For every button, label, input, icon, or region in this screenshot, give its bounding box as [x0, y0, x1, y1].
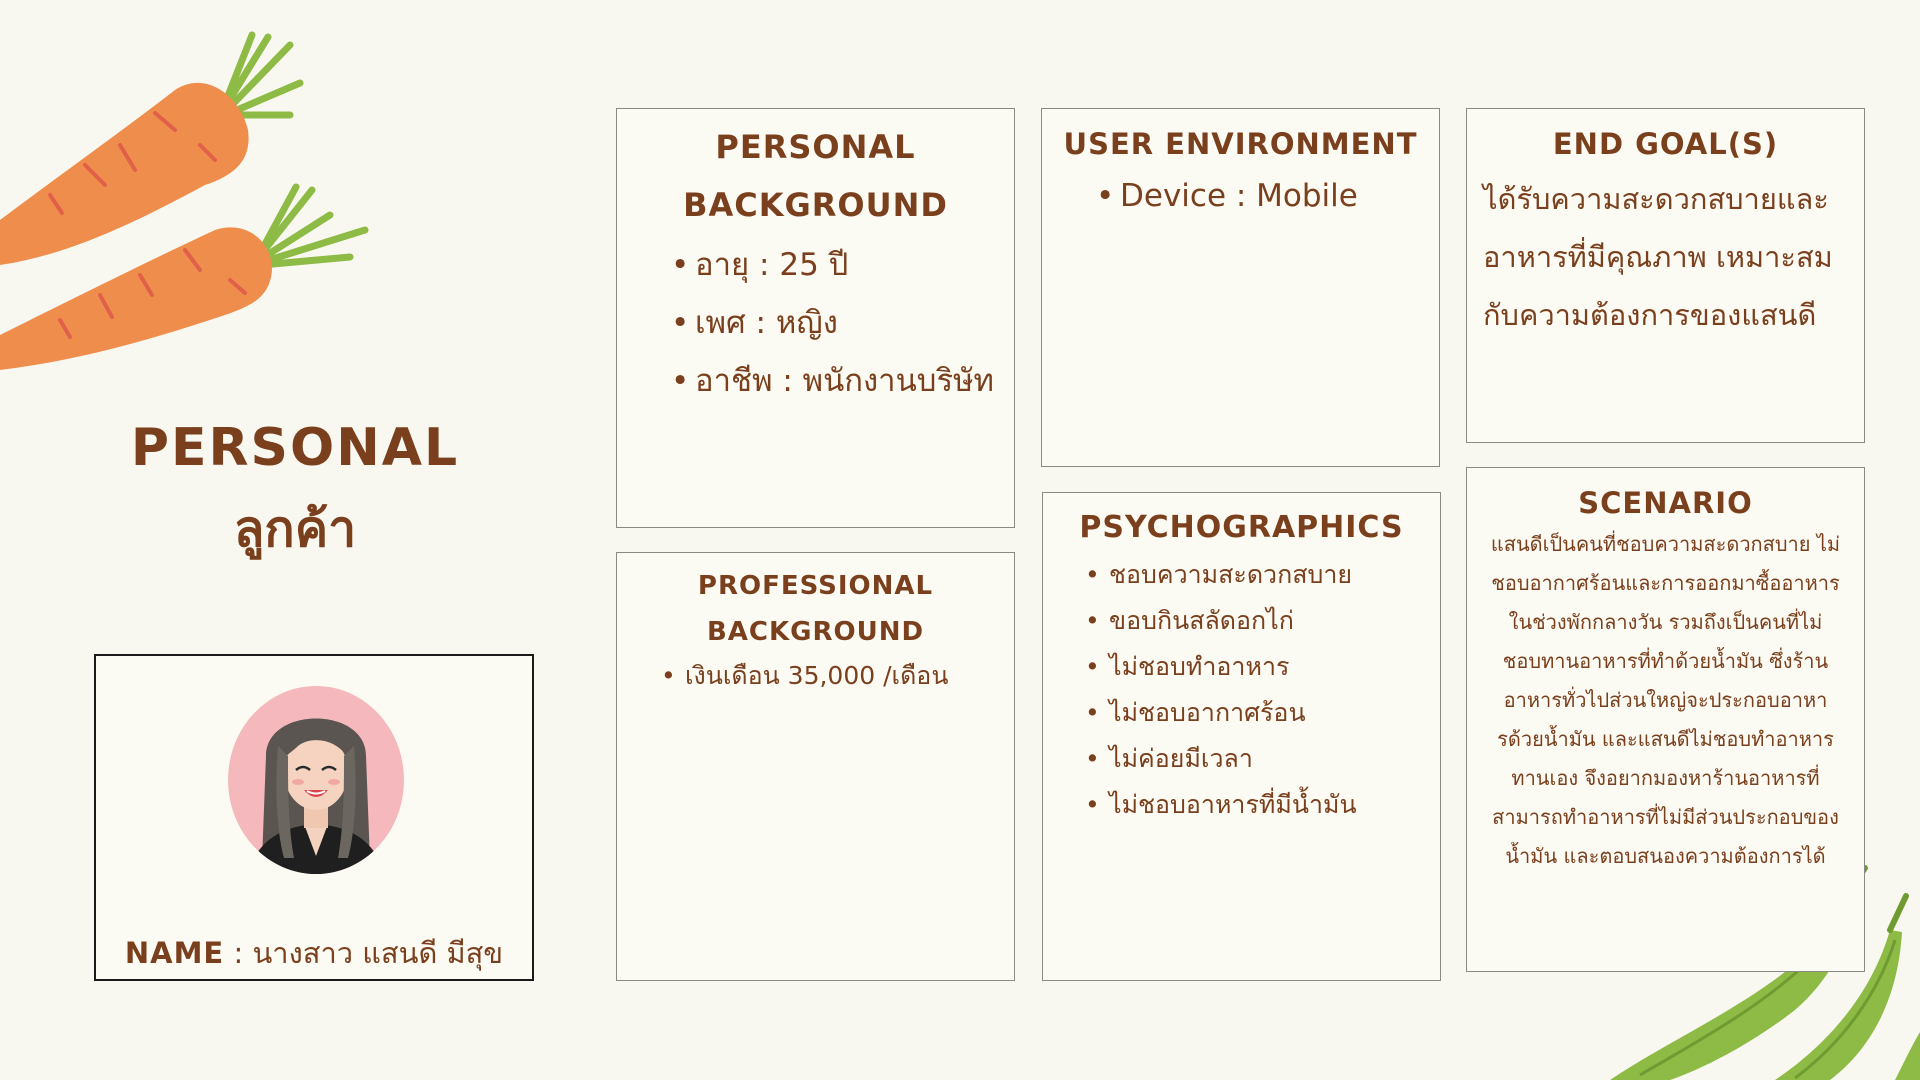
- text-line: น้ำมัน และตอบสนองความต้องการได้: [1505, 844, 1826, 868]
- heading-line: BACKGROUND: [706, 617, 925, 647]
- scenario-heading: SCENARIO: [1578, 486, 1753, 520]
- page-subtitle: ลูกค้า: [233, 500, 357, 558]
- text-line: อาหารทั่วไปส่วนใหญ่จะประกอบอาหา: [1503, 688, 1828, 712]
- list-item: ไม่ชอบอาหารที่มีน้ำมัน: [1085, 782, 1440, 828]
- text-line: อาหารที่มีคุณภาพ เหมาะสม: [1483, 240, 1833, 274]
- list-item: เงินเดือน 35,000 /เดือน: [661, 655, 1014, 697]
- professional-background-heading: PROFESSIONAL BACKGROUND: [617, 563, 1014, 655]
- profile-card: NAME : นางสาว แสนดี มีสุข: [94, 654, 534, 981]
- text-line: สามารถทำอาหารที่ไม่มีส่วนประกอบของ: [1492, 805, 1839, 829]
- heading-line: BACKGROUND: [683, 186, 948, 224]
- list-item: ไม่ชอบทำอาหาร: [1085, 644, 1440, 690]
- list-item: ขอบกินสลัดอกไก่: [1085, 598, 1440, 644]
- name-label: NAME: [124, 936, 225, 970]
- text-line: ชอบทานอาหารที่ทำด้วยน้ำมัน ซึ่งร้าน: [1502, 649, 1829, 673]
- text-line: ได้รับความสะดวกสบายและ: [1483, 182, 1829, 216]
- heading-line: PROFESSIONAL: [697, 571, 934, 601]
- psychographics-list: ชอบความสะดวกสบาย ขอบกินสลัดอกไก่ ไม่ชอบท…: [1085, 552, 1440, 828]
- list-item: อาชีพ : พนักงานบริษัท: [671, 352, 1014, 410]
- user-environment-list: Device : Mobile: [1096, 174, 1439, 218]
- user-environment-heading: USER ENVIRONMENT: [1063, 127, 1418, 161]
- scenario-box: SCENARIO แสนดีเป็นคนที่ชอบความสะดวกสบาย …: [1466, 467, 1865, 972]
- end-goals-box: END GOAL(S) ได้รับความสะดวกสบายและ อาหาร…: [1466, 108, 1865, 443]
- heading-line: PERSONAL: [715, 128, 916, 166]
- page-title: PERSONAL: [130, 418, 460, 478]
- psychographics-heading: PSYCHOGRAPHICS: [1079, 510, 1404, 545]
- end-goals-heading: END GOAL(S): [1552, 127, 1779, 161]
- name-separator: :: [224, 936, 253, 970]
- personal-background-heading: PERSONAL BACKGROUND: [617, 118, 1014, 234]
- text-line: ชอบอากาศร้อนและการออกมาซื้ออาหาร: [1491, 571, 1840, 595]
- carrot-illustration: [0, 31, 369, 370]
- personal-background-list: อายุ : 25 ปี เพศ : หญิง อาชีพ : พนักงานบ…: [671, 236, 1014, 410]
- text-line: ทานเอง จึงอยากมองหาร้านอาหารที่: [1511, 766, 1820, 790]
- scenario-text: แสนดีเป็นคนที่ชอบความสะดวกสบาย ไม่ ชอบอา…: [1477, 525, 1854, 876]
- list-item: Device : Mobile: [1096, 174, 1439, 218]
- name-value: นางสาว แสนดี มีสุข: [252, 936, 504, 970]
- list-item: ชอบความสะดวกสบาย: [1085, 552, 1440, 598]
- list-item: อายุ : 25 ปี: [671, 236, 1014, 294]
- list-item: ไม่ค่อยมีเวลา: [1085, 736, 1440, 782]
- woman-avatar: [228, 686, 404, 874]
- end-goals-text: ได้รับความสะดวกสบายและ อาหารที่มีคุณภาพ …: [1483, 170, 1848, 344]
- professional-background-list: เงินเดือน 35,000 /เดือน: [661, 655, 1014, 697]
- profile-name: NAME : นางสาว แสนดี มีสุข: [96, 933, 532, 973]
- text-line: กับความต้องการของแสนดี: [1483, 298, 1817, 332]
- user-environment-box: USER ENVIRONMENT Device : Mobile: [1041, 108, 1440, 467]
- text-line: ในช่วงพักกลางวัน รวมถึงเป็นคนที่ไม่: [1508, 610, 1823, 634]
- professional-background-box: PROFESSIONAL BACKGROUND เงินเดือน 35,000…: [616, 552, 1015, 981]
- psychographics-box: PSYCHOGRAPHICS ชอบความสะดวกสบาย ขอบกินสล…: [1042, 492, 1441, 981]
- text-line: แสนดีเป็นคนที่ชอบความสะดวกสบาย ไม่: [1490, 532, 1841, 556]
- list-item: เพศ : หญิง: [671, 294, 1014, 352]
- personal-background-box: PERSONAL BACKGROUND อายุ : 25 ปี เพศ : ห…: [616, 108, 1015, 528]
- text-line: รด้วยน้ำมัน และแสนดีไม่ชอบทำอาหาร: [1497, 727, 1834, 751]
- list-item: ไม่ชอบอากาศร้อน: [1085, 690, 1440, 736]
